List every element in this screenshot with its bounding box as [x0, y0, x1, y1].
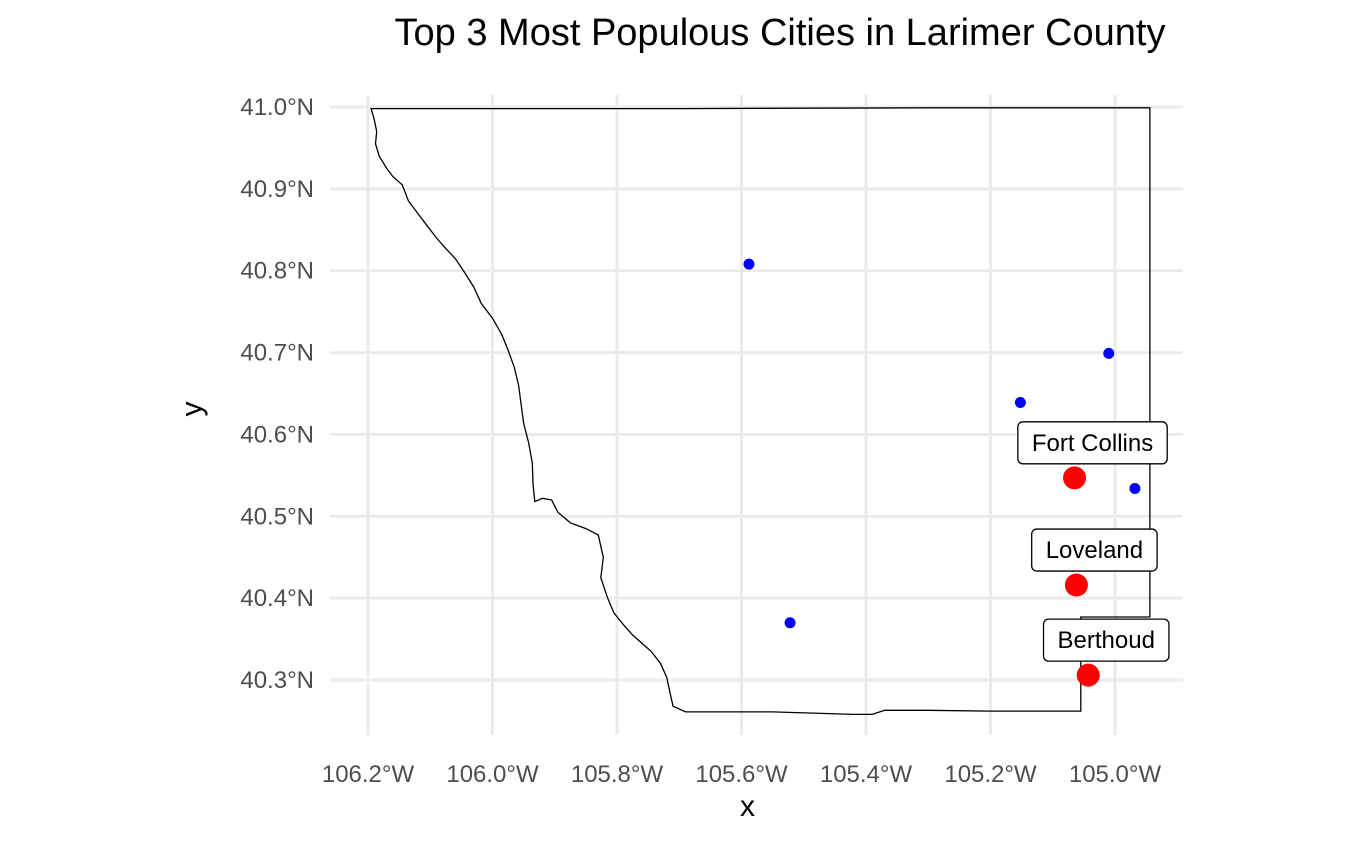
city-points — [743, 258, 1141, 687]
x-tick-label: 105.8°W — [571, 761, 664, 788]
city-label-text-loveland: Loveland — [1046, 537, 1143, 564]
y-tick-label: 40.6°N — [240, 421, 314, 448]
city-label-box-fort-collins — [1017, 421, 1168, 465]
city-point-2 — [1014, 397, 1026, 409]
city-point-1 — [1103, 347, 1115, 359]
city-label-text-berthoud: Berthoud — [1058, 627, 1155, 654]
city-point-0 — [743, 258, 755, 270]
y-tick-label: 40.9°N — [240, 176, 314, 203]
top-city-point-fort-collins — [1063, 466, 1087, 490]
grid-lines — [330, 95, 1183, 735]
county-boundary — [370, 107, 1151, 716]
y-axis-ticks: 41.0°N 40.9°N 40.8°N 40.7°N 40.6°N 40.5°N 40.4… — [240, 94, 314, 694]
top-city-point-berthoud — [1076, 663, 1100, 687]
city-label-text-fort-collins: Fort Collins — [1032, 430, 1153, 457]
x-tick-label: 105.6°W — [695, 761, 788, 788]
y-axis-title: y — [175, 401, 209, 417]
city-label-box-loveland — [1031, 528, 1158, 572]
x-axis-title: x — [740, 790, 755, 823]
city-point-4 — [784, 617, 796, 629]
x-tick-label: 105.0°W — [1069, 761, 1162, 788]
x-tick-label: 105.4°W — [820, 761, 913, 788]
top-city-point-loveland — [1064, 573, 1088, 597]
y-tick-label: 40.8°N — [240, 258, 314, 285]
city-label-fort-collins: Fort Collins — [1017, 421, 1168, 465]
y-tick-label: 40.4°N — [240, 585, 314, 612]
city-label-box-berthoud — [1042, 618, 1170, 662]
city-label-loveland: Loveland — [1031, 528, 1158, 572]
y-tick-label: 40.7°N — [240, 340, 314, 367]
city-point-3 — [1129, 482, 1141, 494]
chart-title: Top 3 Most Populous Cities in Larimer Co… — [394, 12, 1166, 54]
y-tick-label: 41.0°N — [240, 94, 314, 121]
x-axis-ticks: 106.2°W 106.0°W 105.8°W 105.6°W 105.4°W 105.2… — [322, 761, 1162, 788]
x-tick-label: 105.2°W — [944, 761, 1037, 788]
y-tick-label: 40.5°N — [240, 503, 314, 530]
city-labels: Fort Collins Loveland Berthoud — [1017, 421, 1170, 662]
y-tick-label: 40.3°N — [240, 667, 314, 694]
x-tick-label: 106.0°W — [446, 761, 539, 788]
city-label-berthoud: Berthoud — [1042, 618, 1170, 662]
x-tick-label: 106.2°W — [322, 761, 415, 788]
